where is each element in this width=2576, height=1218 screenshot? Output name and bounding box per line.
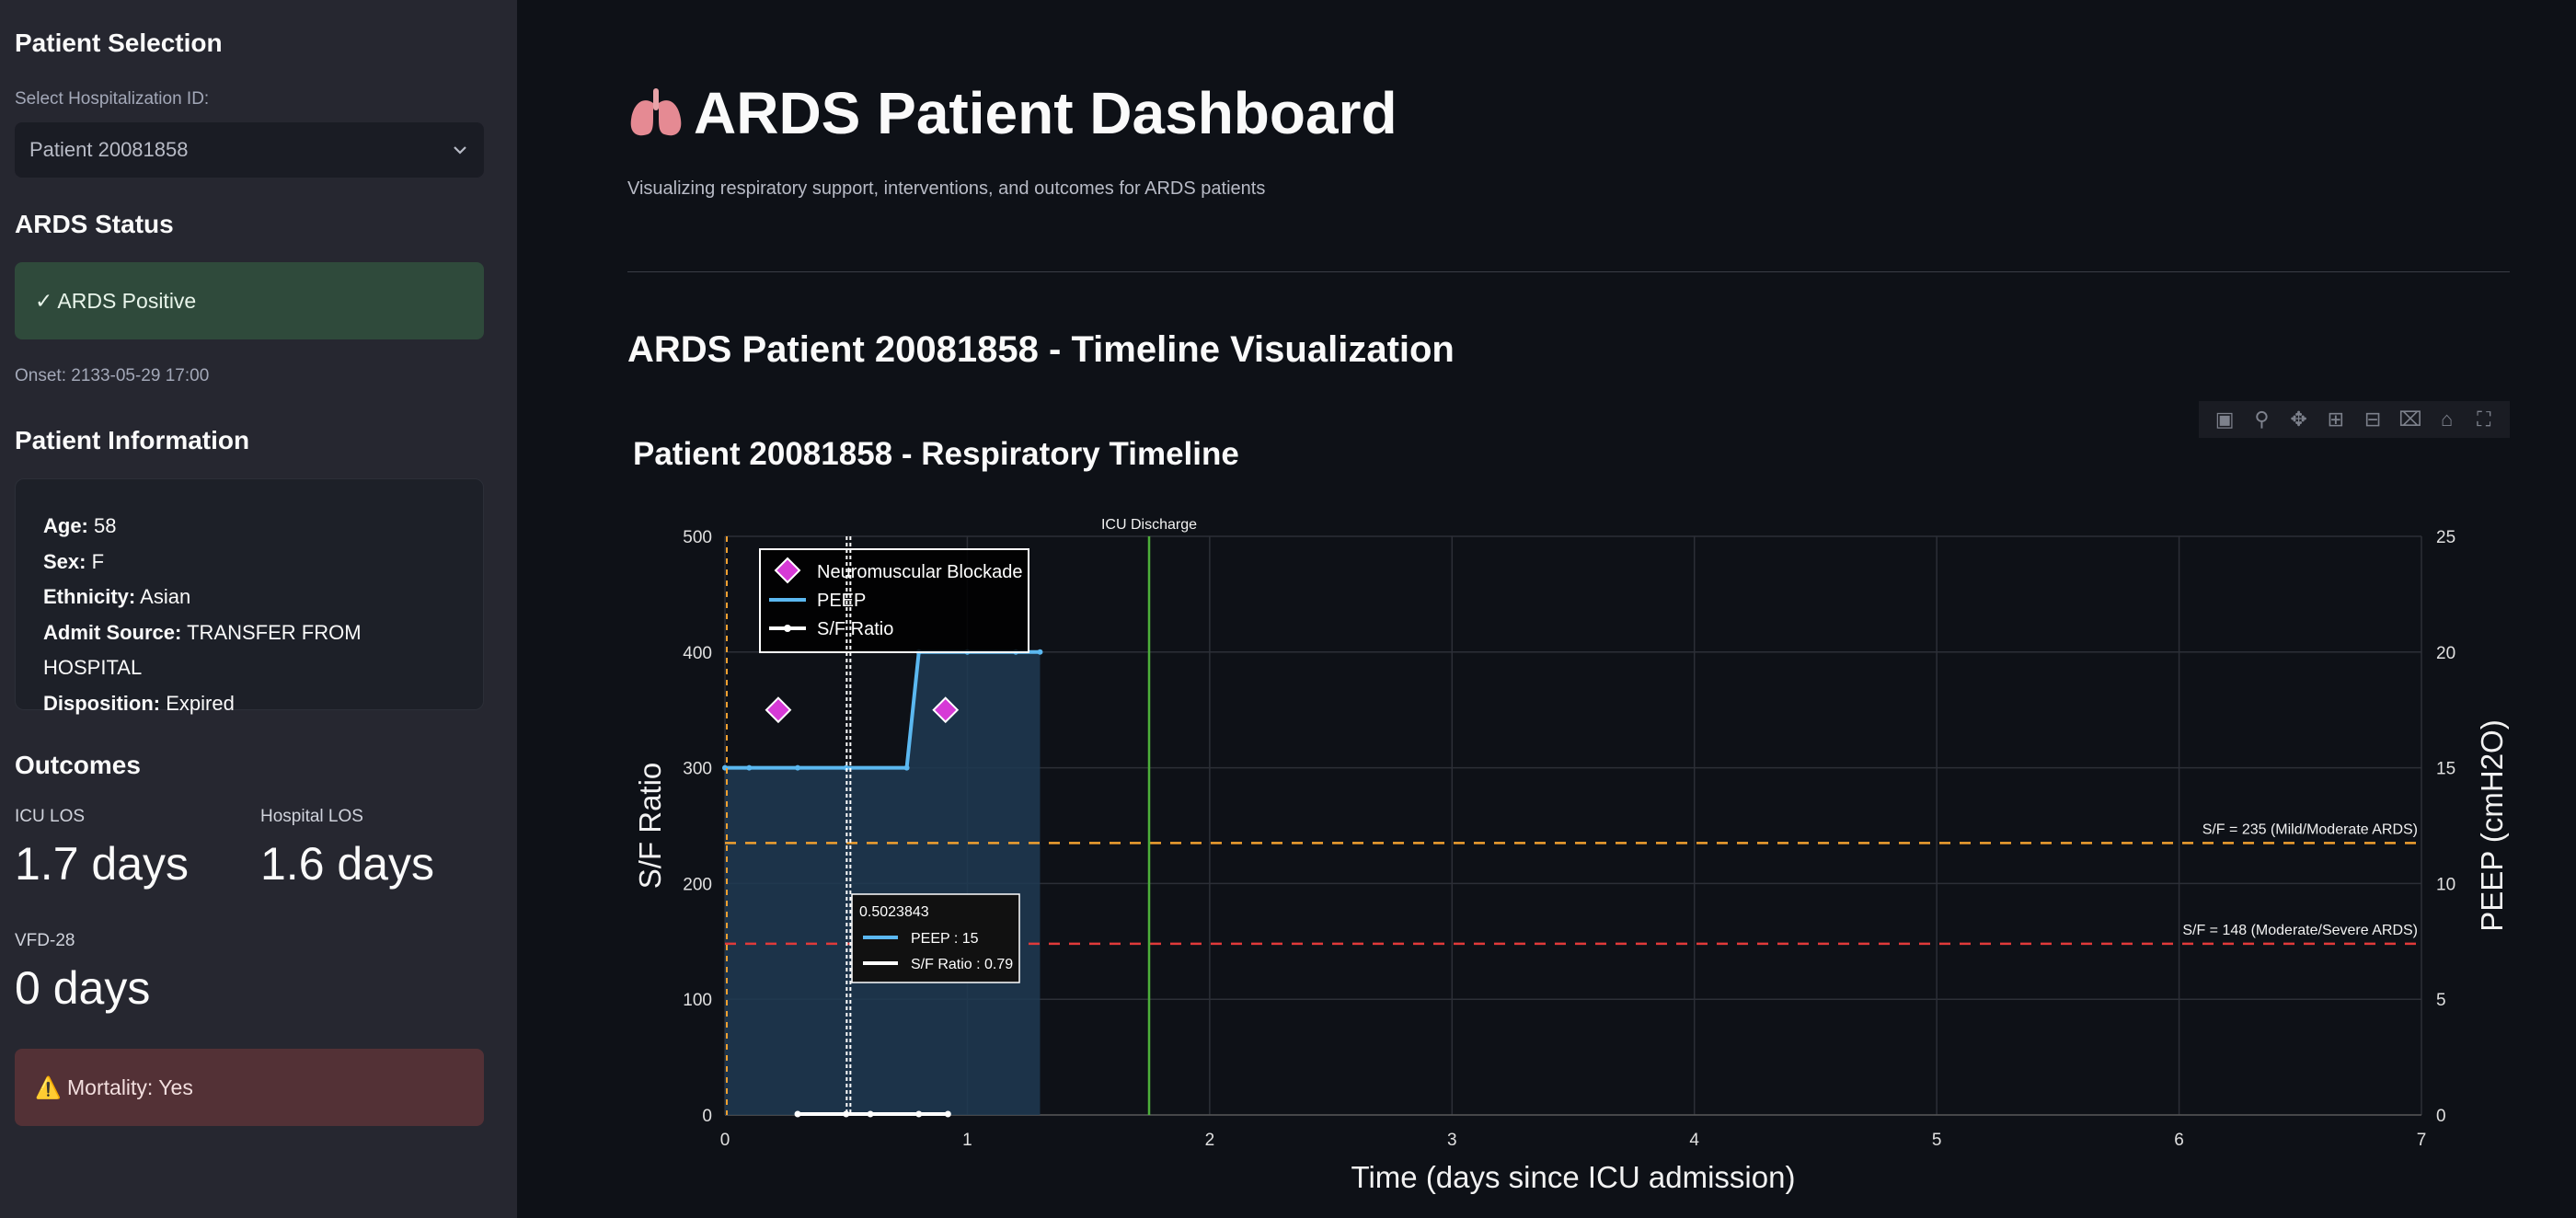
onset-text: Onset: 2133-05-29 17:00 bbox=[15, 366, 210, 385]
info-row-admit-source: Admit Source: TRANSFER FROM HOSPITAL bbox=[43, 620, 362, 680]
outcomes-title: Outcomes bbox=[15, 751, 141, 779]
section-title: ARDS Patient 20081858 - Timeline Visuali… bbox=[627, 329, 1455, 370]
peep-point bbox=[746, 764, 753, 771]
y-tick-label: 200 bbox=[683, 875, 712, 894]
y2-axis-title: PEEP (cmH2O) bbox=[2475, 719, 2509, 931]
peep-point bbox=[915, 649, 922, 655]
peep-area bbox=[725, 651, 1041, 1115]
legend-box bbox=[759, 548, 1029, 653]
legend-nmb-label: Neuromuscular Blockade bbox=[817, 562, 1022, 582]
sf-ratio-point bbox=[794, 1110, 801, 1118]
chevron-down-icon bbox=[451, 138, 469, 162]
y2-tick-label: 0 bbox=[2436, 1107, 2446, 1126]
threshold-label: S/F = 148 (Moderate/Severe ARDS) bbox=[2182, 923, 2418, 938]
sf-ratio-point bbox=[843, 1110, 850, 1118]
vfd-value: 0 days bbox=[15, 962, 151, 1014]
y-tick-label: 400 bbox=[683, 644, 712, 663]
y2-tick-label: 10 bbox=[2436, 875, 2455, 894]
y-tick-label: 100 bbox=[683, 991, 712, 1010]
hospital-los-value: 1.6 days bbox=[260, 838, 435, 890]
autoscale-icon[interactable]: ⌧ bbox=[2398, 408, 2422, 431]
zoom-out-icon[interactable]: ⊟ bbox=[2363, 408, 2382, 431]
sf-ratio-point bbox=[915, 1110, 923, 1118]
peep-point bbox=[964, 649, 971, 655]
sidebar: Patient Selection Select Hospitalization… bbox=[0, 0, 517, 1218]
fullscreen-icon[interactable]: ⛶ bbox=[2477, 408, 2491, 431]
peep-point bbox=[1013, 649, 1019, 655]
icu-los-label: ICU LOS bbox=[15, 807, 86, 826]
sf-ratio-point bbox=[867, 1110, 874, 1118]
x-axis-title: Time (days since ICU admission) bbox=[1351, 1160, 1796, 1194]
icu-discharge-label: ICU Discharge bbox=[1101, 517, 1197, 533]
legend-nmb-swatch bbox=[774, 557, 801, 584]
zoom-in-icon[interactable]: ⊞ bbox=[2327, 408, 2345, 431]
patient-info-title: Patient Information bbox=[15, 426, 250, 454]
x-tick-label: 4 bbox=[1689, 1131, 1699, 1150]
hospital-los-label: Hospital LOS bbox=[260, 807, 363, 826]
legend-sf-dot bbox=[784, 625, 791, 632]
patient-selection-title: Patient Selection bbox=[15, 29, 223, 57]
y2-tick-label: 25 bbox=[2436, 528, 2455, 547]
y-tick-label: 0 bbox=[702, 1107, 712, 1126]
vfd-label: VFD-28 bbox=[15, 931, 75, 950]
hover-tooltip-box bbox=[851, 893, 1020, 983]
peep-point bbox=[1037, 649, 1043, 655]
threshold-label: S/F = 235 (Mild/Moderate ARDS) bbox=[2202, 822, 2418, 837]
pan-icon[interactable]: ✥ bbox=[2290, 408, 2307, 431]
x-tick-label: 5 bbox=[1932, 1131, 1942, 1150]
peep-point bbox=[843, 764, 849, 771]
peep-point bbox=[795, 764, 801, 771]
hover-sf-text: S/F Ratio : 0.79 bbox=[911, 957, 1013, 972]
patient-info-card: Age: 58 Sex: F Ethnicity: Asian Admit So… bbox=[15, 478, 484, 715]
peep-point bbox=[722, 764, 728, 771]
chart-modebar: ▣ ⚲ ✥ ⊞ ⊟ ⌧ ⌂ ⛶ bbox=[2199, 401, 2510, 438]
x-tick-label: 1 bbox=[962, 1131, 972, 1150]
page-subtitle: Visualizing respiratory support, interve… bbox=[627, 178, 1266, 199]
x-tick-label: 3 bbox=[1447, 1131, 1457, 1150]
legend-sf-label: S/F Ratio bbox=[817, 619, 893, 639]
nmb-marker bbox=[765, 696, 792, 724]
divider bbox=[627, 271, 2510, 272]
info-row-disposition: Disposition: Expired bbox=[43, 691, 235, 715]
y-tick-label: 300 bbox=[683, 760, 712, 779]
hospitalization-select[interactable]: Patient 20081858 bbox=[15, 122, 484, 178]
zoom-icon[interactable]: ⚲ bbox=[2254, 408, 2270, 431]
y2-tick-label: 15 bbox=[2436, 760, 2455, 779]
page-title: ARDS Patient Dashboard bbox=[626, 79, 1397, 147]
ards-status-title: ARDS Status bbox=[15, 210, 174, 238]
ards-status-badge: ✓ ARDS Positive bbox=[15, 262, 484, 339]
select-value: Patient 20081858 bbox=[29, 138, 189, 161]
legend-peep-label: PEEP bbox=[817, 591, 866, 611]
hover-peep-text: PEEP : 15 bbox=[911, 931, 979, 947]
lungs-icon bbox=[626, 83, 686, 144]
y-tick-label: 500 bbox=[683, 528, 712, 547]
info-row-ethnicity: Ethnicity: Asian bbox=[43, 585, 191, 608]
y-axis-title: S/F Ratio bbox=[633, 763, 667, 890]
mortality-badge: ⚠️ Mortality: Yes bbox=[15, 1049, 484, 1126]
sf-ratio-point bbox=[944, 1110, 951, 1118]
nmb-marker bbox=[932, 696, 960, 724]
x-tick-label: 6 bbox=[2174, 1131, 2184, 1150]
hover-tooltip-title: 0.5023843 bbox=[859, 904, 929, 920]
info-row-sex: Sex: F bbox=[43, 549, 105, 573]
y2-tick-label: 5 bbox=[2436, 991, 2446, 1010]
y2-tick-label: 20 bbox=[2436, 644, 2455, 663]
info-row-age: Age: 58 bbox=[43, 514, 117, 537]
select-label: Select Hospitalization ID: bbox=[15, 89, 210, 109]
x-tick-label: 2 bbox=[1205, 1131, 1215, 1150]
chart-title: Patient 20081858 - Respiratory Timeline bbox=[633, 436, 1239, 472]
reset-axes-icon[interactable]: ⌂ bbox=[2440, 408, 2454, 431]
x-tick-label: 7 bbox=[2417, 1131, 2427, 1150]
icu-los-value: 1.7 days bbox=[15, 838, 190, 890]
camera-icon[interactable]: ▣ bbox=[2214, 408, 2235, 431]
peep-line bbox=[725, 649, 1041, 770]
x-tick-label: 0 bbox=[720, 1131, 730, 1150]
peep-point bbox=[903, 764, 910, 771]
